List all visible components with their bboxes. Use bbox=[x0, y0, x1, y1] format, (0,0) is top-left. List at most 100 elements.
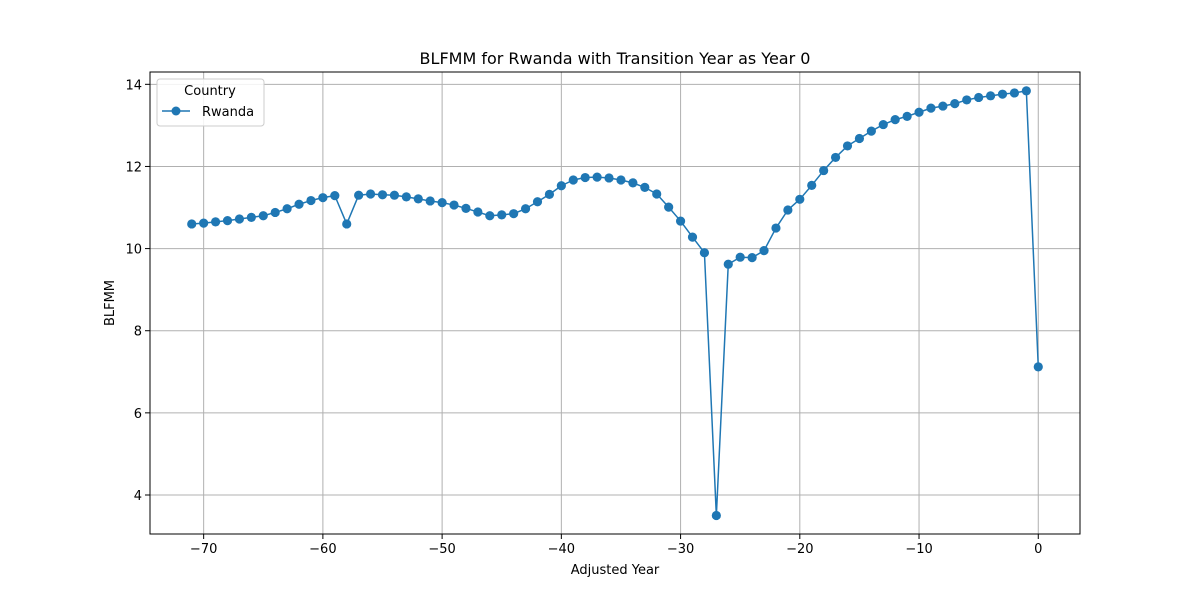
data-point bbox=[759, 246, 769, 256]
data-point bbox=[652, 189, 662, 199]
x-tick-label: −60 bbox=[309, 542, 336, 557]
data-point bbox=[747, 253, 757, 263]
data-point bbox=[711, 510, 721, 521]
data-point bbox=[640, 182, 650, 192]
data-point bbox=[294, 199, 304, 209]
data-point bbox=[485, 211, 495, 221]
data-point bbox=[974, 92, 984, 103]
x-tick-label: −70 bbox=[190, 542, 217, 557]
data-point bbox=[807, 180, 817, 190]
data-point bbox=[210, 217, 221, 227]
y-tick-label: 4 bbox=[134, 489, 142, 504]
data-point bbox=[997, 89, 1008, 99]
data-point bbox=[270, 207, 280, 218]
data-point bbox=[1009, 88, 1020, 98]
legend-entry-rwanda: Rwanda bbox=[202, 105, 254, 120]
grid bbox=[150, 72, 1080, 534]
x-tick-label: 0 bbox=[1034, 542, 1042, 557]
x-tick-label: −30 bbox=[667, 542, 694, 557]
data-point bbox=[1033, 362, 1043, 372]
data-point bbox=[819, 165, 829, 176]
data-point bbox=[509, 209, 519, 219]
data-point bbox=[258, 211, 268, 221]
y-tick-label: 14 bbox=[125, 78, 142, 93]
data-point bbox=[878, 119, 888, 130]
y-tick-label: 12 bbox=[125, 160, 142, 175]
data-point bbox=[520, 204, 531, 214]
data-point bbox=[938, 101, 948, 111]
data-point bbox=[771, 223, 781, 233]
data-point bbox=[795, 194, 805, 204]
data-point bbox=[902, 111, 912, 121]
data-point bbox=[556, 181, 566, 191]
x-tick-label: −10 bbox=[905, 542, 932, 557]
data-point bbox=[318, 193, 328, 203]
data-point bbox=[1021, 86, 1031, 96]
data-point bbox=[628, 178, 638, 188]
data-point bbox=[580, 172, 590, 183]
data-point bbox=[246, 212, 256, 222]
y-tick-label: 6 bbox=[134, 407, 142, 422]
data-point bbox=[532, 197, 543, 207]
y-tick-label: 8 bbox=[134, 325, 142, 340]
data-point bbox=[842, 141, 853, 151]
data-point bbox=[735, 252, 745, 262]
x-tick-label: −40 bbox=[548, 542, 575, 557]
series-layer bbox=[187, 86, 1043, 521]
data-point bbox=[365, 189, 376, 199]
data-point bbox=[544, 189, 555, 199]
data-point bbox=[866, 126, 876, 136]
data-point bbox=[568, 175, 578, 185]
data-point bbox=[389, 190, 400, 200]
data-point bbox=[306, 195, 316, 206]
data-point bbox=[234, 214, 245, 224]
data-point bbox=[699, 248, 710, 258]
legend-box bbox=[156, 78, 265, 127]
data-point bbox=[222, 216, 233, 226]
data-point bbox=[473, 207, 483, 217]
axis-ticks: −70 −60 −50 −40 −30 −20 −10 0 4 6 8 10 12 14 bbox=[125, 78, 1042, 557]
data-point bbox=[723, 259, 733, 269]
legend-title: Country bbox=[184, 84, 236, 99]
data-point bbox=[592, 172, 602, 182]
data-point bbox=[962, 95, 972, 105]
y-axis-title: BLFMM bbox=[103, 280, 118, 326]
x-tick-label: −50 bbox=[428, 542, 455, 557]
data-point bbox=[950, 99, 960, 109]
data-point bbox=[604, 173, 614, 183]
data-point bbox=[449, 200, 459, 210]
data-point bbox=[497, 210, 507, 220]
plot-area-frame bbox=[149, 71, 1081, 535]
data-point bbox=[425, 196, 435, 206]
data-point bbox=[330, 191, 340, 201]
data-point bbox=[675, 216, 686, 226]
data-point bbox=[854, 133, 865, 144]
legend: Country Rwanda bbox=[156, 78, 265, 127]
data-point bbox=[413, 194, 423, 204]
x-axis-title: Adjusted Year bbox=[571, 563, 660, 578]
data-point bbox=[783, 205, 793, 215]
data-point bbox=[664, 202, 674, 212]
data-point bbox=[687, 232, 698, 242]
data-point bbox=[354, 190, 364, 200]
data-point bbox=[437, 197, 447, 208]
data-point bbox=[985, 91, 996, 101]
data-point bbox=[830, 152, 841, 163]
data-point bbox=[377, 190, 388, 200]
data-point bbox=[914, 107, 924, 117]
data-point bbox=[461, 203, 471, 213]
legend-marker-swatch bbox=[171, 106, 181, 116]
data-point bbox=[282, 204, 292, 214]
data-point bbox=[616, 175, 626, 185]
data-point bbox=[401, 192, 411, 202]
y-tick-label: 10 bbox=[125, 243, 142, 258]
data-point bbox=[199, 218, 209, 228]
data-point bbox=[926, 103, 936, 113]
chart-title: BLFMM for Rwanda with Transition Year as… bbox=[420, 49, 811, 68]
data-point bbox=[187, 219, 197, 229]
data-point bbox=[890, 115, 900, 125]
data-point bbox=[342, 219, 352, 229]
x-tick-label: −20 bbox=[786, 542, 813, 557]
